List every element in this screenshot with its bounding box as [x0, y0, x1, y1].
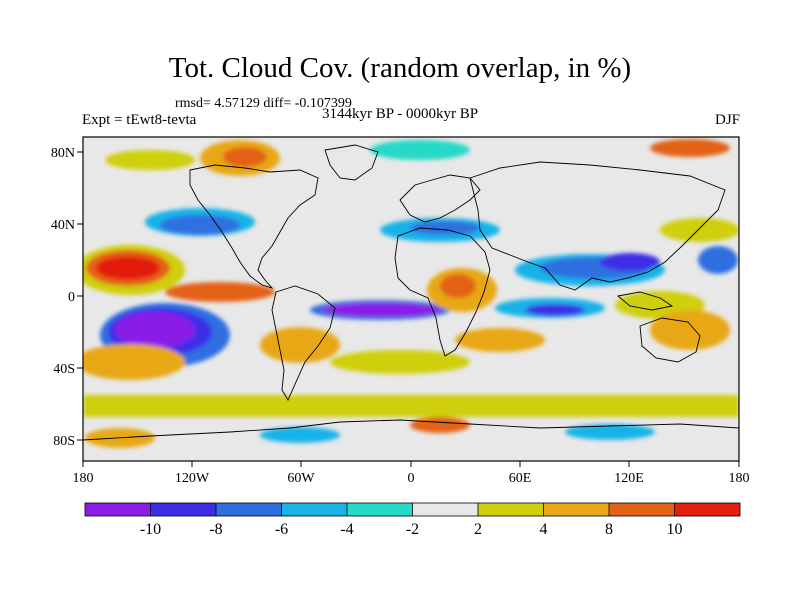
- anomaly-patch-pos-epac: [165, 282, 275, 302]
- coastline-north-america: [189, 164, 319, 289]
- season-label: DJF: [714, 112, 740, 128]
- anomaly-patch-pos-samerica: [260, 327, 340, 363]
- colorbar-label: 10: [667, 521, 683, 538]
- y-tick-80n: 80N: [51, 146, 83, 161]
- colorbar-label: 8: [605, 521, 613, 538]
- coastline-europe: [399, 174, 481, 223]
- coastline-maritime: [616, 291, 674, 311]
- anomaly-patch-pos-arctic-w: [105, 150, 195, 170]
- colorbar-label: -8: [209, 521, 222, 538]
- y-tick-40s: 40S: [53, 362, 83, 377]
- x-tick-label: 0: [408, 471, 415, 486]
- coastline-greenland: [324, 144, 379, 181]
- anomaly-patch-neg-spac-core: [115, 312, 195, 348]
- colorbar-box-9: [674, 503, 740, 516]
- x-tick-label: 180: [73, 471, 94, 486]
- colorbar-box-8: [609, 503, 675, 516]
- period-label: 3144kyr BP - 0000kyr BP: [322, 106, 479, 122]
- anomaly-patch-neg-arctic: [370, 140, 470, 160]
- coastline-asia: [469, 161, 726, 291]
- anomaly-patch-pos-npacific-core: [96, 256, 160, 280]
- x-tick-120e: 120E: [614, 461, 644, 486]
- y-axis: 80N 40N 0 40S 80S: [51, 146, 83, 449]
- anomaly-patch-neg-antarctic-e: [565, 424, 655, 440]
- anomaly-patch-pos-npac-west: [660, 218, 739, 242]
- anomaly-patch-neg-npac: [160, 215, 240, 235]
- colorbar-label: 2: [474, 521, 482, 538]
- colorbar-box-7: [543, 503, 609, 516]
- anomaly-band-southern-ocean: [83, 395, 739, 417]
- anomaly-patch-pos-arctic: [223, 147, 267, 167]
- anomaly-patch-neg-tatl: [322, 303, 442, 317]
- anomaly-patch-neg-asia-core: [600, 253, 660, 271]
- anomaly-patch-neg-indian: [525, 304, 585, 316]
- colorbar-label: -4: [340, 521, 353, 538]
- colorbar: -10 -8 -6 -4 -2 2 4 8 10: [84, 502, 741, 538]
- y-tick-label: 0: [68, 290, 75, 305]
- colorbar-box-0: [85, 503, 151, 516]
- anomaly-patch-pos-wpac: [650, 310, 730, 350]
- coastline-africa: [394, 227, 491, 357]
- coastline-antarctica: [83, 419, 739, 441]
- x-tick-label: 180: [729, 471, 750, 486]
- colorbar-label: -10: [140, 521, 161, 538]
- x-tick-60w: 60W: [287, 461, 315, 486]
- anomaly-patch-pos-satlantic: [330, 350, 470, 374]
- anomaly-patch-neg-antarctic: [260, 427, 340, 443]
- x-tick-label: 120E: [614, 471, 644, 486]
- colorbar-box-2: [216, 503, 282, 516]
- coastline-south-america: [271, 285, 336, 401]
- colorbar-box-6: [478, 503, 544, 516]
- coastline-australia: [639, 317, 701, 363]
- coastlines: [83, 144, 739, 441]
- x-axis: 180 120W 60W 0 60E 120E 180: [73, 461, 750, 486]
- anomaly-patch-pos-sw-pac: [83, 344, 185, 380]
- colorbar-box-4: [347, 503, 413, 516]
- map-panel: [83, 137, 739, 461]
- x-tick-label: 60E: [509, 471, 532, 486]
- y-tick-40n: 40N: [51, 218, 83, 233]
- experiment-label: Expt = tEwt8-tevta: [82, 112, 197, 128]
- colorbar-box-5: [412, 503, 478, 516]
- anomaly-patch-pos-antarctic: [410, 417, 470, 433]
- x-tick-label: 60W: [287, 471, 315, 486]
- x-tick-180e: 180: [729, 461, 750, 486]
- anomaly-patch-pos-africa: [440, 274, 476, 298]
- y-tick-label: 80N: [51, 146, 75, 161]
- colorbar-label: -6: [275, 521, 288, 538]
- y-tick-eq: 0: [68, 290, 83, 305]
- colorbar-box-1: [150, 503, 216, 516]
- x-tick-60e: 60E: [509, 461, 532, 486]
- stats-label: rmsd= 4.57129 diff= -0.107399: [175, 96, 352, 111]
- x-tick-120w: 120W: [175, 461, 210, 486]
- x-tick-0: 0: [408, 461, 415, 486]
- anomaly-patch-pos-safrica: [455, 328, 545, 352]
- plot-title: Tot. Cloud Cov. (random overlap, in %): [168, 52, 632, 84]
- y-tick-label: 40N: [51, 218, 75, 233]
- anomaly-patch-pos-arctic-e: [650, 139, 730, 157]
- x-tick-label: 120W: [175, 471, 210, 486]
- x-tick-180w: 180: [73, 461, 94, 486]
- colorbar-label: 4: [540, 521, 548, 538]
- colorbar-label: -2: [406, 521, 419, 538]
- y-tick-80s: 80S: [53, 434, 83, 449]
- anomaly-patch-neg-date-line: [698, 246, 738, 274]
- colorbar-box-3: [281, 503, 347, 516]
- y-tick-label: 80S: [53, 434, 75, 449]
- y-tick-label: 40S: [53, 362, 75, 377]
- colorbar-frame: [84, 502, 741, 517]
- anomaly-patch-neg-natl: [410, 221, 480, 235]
